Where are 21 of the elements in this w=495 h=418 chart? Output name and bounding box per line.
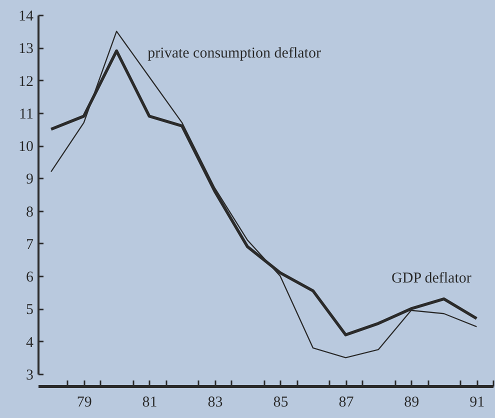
x-tick-label: 91 xyxy=(470,394,485,410)
y-tick-label: 3 xyxy=(26,368,34,384)
x-tick-label: 83 xyxy=(208,394,223,410)
y-tick-label: 8 xyxy=(26,204,34,220)
y-tick-label: 6 xyxy=(26,270,34,286)
y-tick-label: 14 xyxy=(18,8,34,24)
y-tick-label: 5 xyxy=(26,302,34,318)
series-label: GDP deflator xyxy=(392,270,472,287)
x-tick-label: 87 xyxy=(338,394,354,410)
y-tick-label: 9 xyxy=(26,172,34,188)
y-tick-label: 10 xyxy=(18,139,34,156)
x-tick-label: 89 xyxy=(404,394,420,410)
x-tick-label: 79 xyxy=(76,394,92,410)
y-tick-label: 13 xyxy=(18,41,34,58)
y-tick-label: 4 xyxy=(26,334,34,351)
x-tick-label: 85 xyxy=(273,394,288,410)
y-tick-label: 12 xyxy=(18,74,34,90)
y-tick-label: 11 xyxy=(19,106,34,122)
series-label: private consumption deflator xyxy=(148,46,321,62)
y-tick-label: 7 xyxy=(26,236,34,253)
x-tick-label: 81 xyxy=(142,394,158,410)
